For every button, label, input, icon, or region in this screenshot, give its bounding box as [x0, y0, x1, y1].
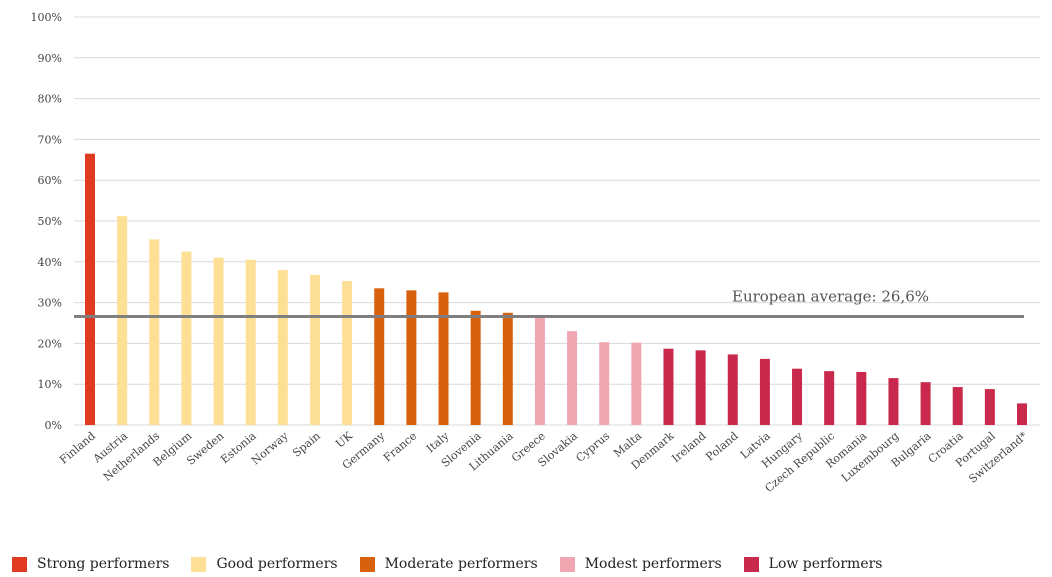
bar-malta: [631, 342, 642, 425]
bar-romania: [856, 371, 867, 425]
x-tick-label: Poland: [703, 429, 740, 463]
y-tick-label: 100%: [31, 11, 62, 24]
legend-swatch: [12, 556, 27, 572]
bar-hungary: [792, 368, 803, 425]
x-tick-label: Spain: [290, 429, 323, 459]
legend-item: Modest performers: [559, 556, 722, 572]
y-tick-label: 40%: [38, 256, 62, 269]
grid-lines: [74, 16, 1040, 426]
bar-slovenia: [470, 310, 481, 425]
bar-portugal: [984, 389, 995, 425]
bar-austria: [117, 216, 128, 425]
legend-swatch: [191, 556, 207, 572]
legend-item: Moderate performers: [359, 556, 538, 572]
bar-finland: [85, 153, 95, 425]
bar-cyprus: [599, 342, 610, 425]
bar-netherlands: [149, 239, 160, 425]
x-tick-label: Norway: [249, 429, 291, 468]
bar-ireland: [695, 350, 706, 425]
bar-uk: [342, 280, 353, 425]
legend-label: Low performers: [768, 556, 883, 572]
x-tick-label: France: [381, 429, 419, 464]
legend-label: Moderate performers: [384, 556, 538, 572]
bar-slovakia: [567, 331, 578, 425]
bar-latvia: [759, 358, 770, 425]
bar-switzerland: [1017, 403, 1027, 425]
legend-swatch: [559, 556, 575, 572]
european-average-line-group: European average: 26,6%: [74, 287, 1024, 318]
bar-poland: [727, 354, 738, 425]
legend-swatch: [743, 556, 759, 572]
y-tick-label: 50%: [38, 215, 62, 228]
bar-chart: 0% 10% 20% 30% 40% 50% 60% 70% 80% 90% 100% Finlan…: [31, 11, 1040, 495]
bar-czech-republic: [824, 371, 835, 425]
x-tick-label: Finland: [57, 429, 98, 466]
bars: [85, 153, 1027, 425]
european-average-label: European average: 26,6%: [732, 287, 929, 305]
bar-italy: [438, 292, 449, 425]
x-tick-label: UK: [333, 429, 355, 451]
bar-spain: [309, 274, 320, 425]
y-tick-label: 90%: [38, 52, 62, 65]
bar-estonia: [245, 259, 256, 425]
bar-denmark: [663, 348, 674, 425]
legend-label: Good performers: [216, 556, 338, 572]
y-tick-label: 30%: [38, 297, 62, 310]
y-tick-label: 20%: [38, 337, 62, 350]
y-tick-label: 80%: [38, 93, 62, 106]
bar-germany: [374, 288, 385, 425]
legend-label: Strong performers: [37, 556, 170, 572]
y-axis-tick-labels: 0% 10% 20% 30% 40% 50% 60% 70% 80% 90% 100%: [31, 11, 62, 432]
bar-bulgaria: [920, 382, 931, 425]
bar-greece: [534, 316, 545, 425]
legend-item: Low performers: [743, 556, 883, 572]
legend-label: Modest performers: [584, 556, 722, 572]
bar-norway: [277, 269, 288, 425]
y-tick-label: 0%: [45, 419, 62, 432]
bar-croatia: [952, 387, 963, 425]
legend-item: Strong performers: [12, 556, 169, 572]
x-tick-label: Cyprus: [573, 429, 612, 465]
y-tick-label: 70%: [38, 133, 62, 146]
legend-swatch: [359, 556, 375, 572]
legend: Strong performers Good performers Moderate…: [0, 553, 1052, 575]
bar-belgium: [181, 251, 192, 425]
x-axis-labels: FinlandAustriaNetherlandsBelgiumSwedenEs…: [57, 429, 1030, 495]
y-tick-label: 60%: [38, 174, 62, 187]
y-tick-label: 10%: [38, 378, 62, 391]
legend-item: Good performers: [191, 556, 338, 572]
bar-sweden: [213, 257, 224, 425]
bar-lithuania: [502, 312, 513, 425]
bar-luxembourg: [888, 378, 899, 425]
bar-france: [406, 290, 417, 425]
x-tick-label: Ireland: [669, 429, 708, 465]
